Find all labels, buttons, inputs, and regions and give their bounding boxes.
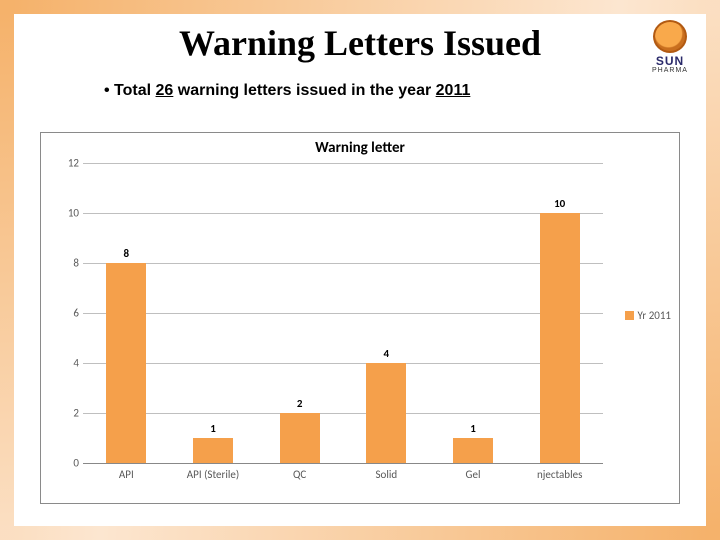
y-tick-label: 10 (55, 207, 79, 220)
chart-bar (453, 438, 493, 463)
data-label: 10 (530, 197, 590, 210)
grid-line (83, 463, 603, 464)
y-tick-label: 2 (55, 407, 79, 420)
x-tick-label: Solid (343, 468, 429, 481)
grid-line (83, 163, 603, 164)
legend-swatch (625, 311, 634, 320)
grid-line (83, 263, 603, 264)
logo-line2: PHARMA (652, 67, 688, 74)
legend-label: Yr 2011 (638, 309, 671, 322)
grid-line (83, 213, 603, 214)
logo-line1: SUN (656, 55, 684, 67)
grid-line (83, 313, 603, 314)
x-tick-label: API (83, 468, 169, 481)
brand-logo: SUN PHARMA (640, 20, 700, 74)
subtitle-year: 2011 (436, 82, 471, 99)
subtitle-mid: warning letters issued in the year (173, 82, 435, 99)
chart-bar (540, 213, 580, 463)
data-label: 1 (183, 422, 243, 435)
y-tick-label: 12 (55, 157, 79, 170)
grid-line (83, 363, 603, 364)
x-tick-label: QC (257, 468, 343, 481)
grid-line (83, 413, 603, 414)
data-label: 1 (443, 422, 503, 435)
sun-icon (653, 20, 687, 53)
subtitle-prefix: • Total (104, 82, 156, 99)
chart-plot-area: 0246810128API1API (Sterile)2QC4Solid1Gel… (83, 163, 603, 463)
data-label: 8 (96, 247, 156, 260)
x-tick-label: njectables (517, 468, 603, 481)
page-title: Warning Letters Issued (14, 22, 706, 64)
chart-bar (193, 438, 233, 463)
subtitle-count: 26 (156, 82, 174, 99)
chart-bar (280, 413, 320, 463)
chart-bar (106, 263, 146, 463)
y-tick-label: 4 (55, 357, 79, 370)
chart-legend: Yr 2011 (625, 309, 671, 322)
data-label: 4 (356, 347, 416, 360)
subtitle: • Total 26 warning letters issued in the… (104, 82, 706, 100)
chart-title: Warning letter (41, 139, 679, 157)
y-tick-label: 8 (55, 257, 79, 270)
chart-bar (366, 363, 406, 463)
data-label: 2 (270, 397, 330, 410)
x-tick-label: Gel (430, 468, 516, 481)
y-tick-label: 6 (55, 307, 79, 320)
chart-container: Warning letter 0246810128API1API (Steril… (40, 132, 680, 504)
y-tick-label: 0 (55, 457, 79, 470)
x-tick-label: API (Sterile) (170, 468, 256, 481)
slide: SUN PHARMA Warning Letters Issued • Tota… (0, 0, 720, 540)
